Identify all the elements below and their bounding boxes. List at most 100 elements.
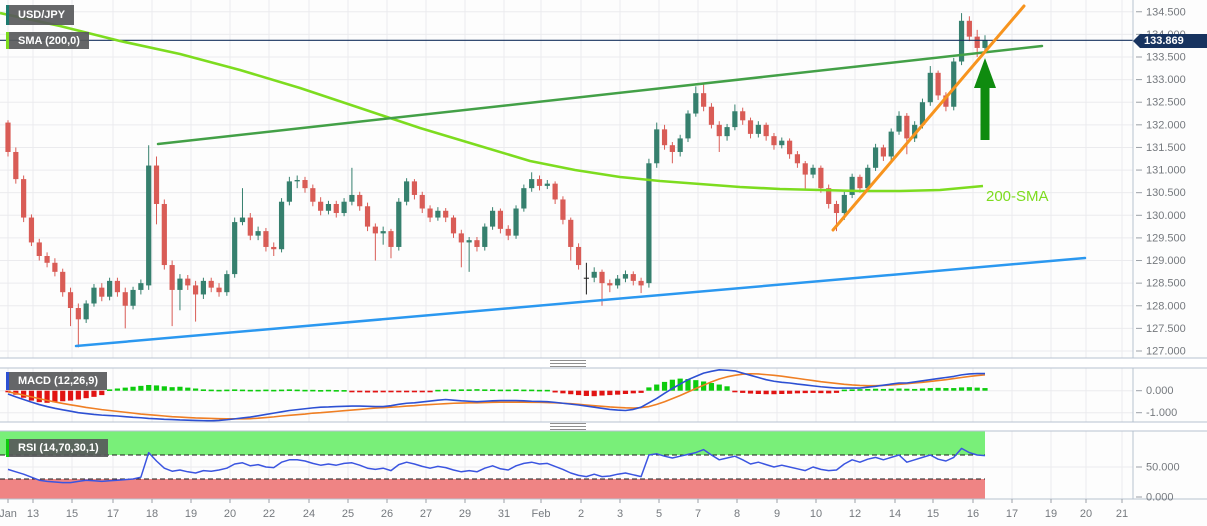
sma-badge-label: SMA (200,0): [9, 32, 89, 49]
macd-histogram-bar: [661, 381, 668, 391]
time-axis-label: 8: [734, 508, 740, 520]
candle-body: [810, 167, 816, 175]
macd-histogram-bar: [872, 388, 879, 391]
candle-body: [669, 145, 675, 152]
macd-histogram-bar: [450, 389, 457, 392]
time-axis-label: 5: [656, 508, 662, 520]
macd-histogram-bar: [411, 390, 418, 393]
macd-histogram-bar: [935, 387, 941, 391]
macd-histogram-bar: [982, 388, 988, 391]
macd-line: [7, 368, 985, 422]
macd-histogram-bar: [552, 390, 558, 393]
macd-histogram-bar: [28, 390, 35, 401]
panel-divider-handle[interactable]: [550, 360, 586, 369]
macd-histogram-bar: [521, 389, 527, 392]
candle-body: [607, 283, 613, 286]
macd-histogram-bar: [232, 389, 238, 391]
macd-histogram-bar: [208, 389, 214, 392]
time-axis-label: 7: [695, 508, 701, 520]
macd-indicator-badge: MACD (12,26,9): [6, 372, 108, 390]
macd-histogram-bar: [615, 390, 621, 395]
candle-body: [771, 136, 777, 146]
svg-text:130.500: 130.500: [1146, 187, 1186, 199]
candle-body: [286, 181, 292, 202]
time-axis-label: 19: [1045, 508, 1057, 520]
svg-text:133.000: 133.000: [1146, 74, 1186, 86]
candle-body: [552, 183, 558, 200]
candle-body: [13, 151, 19, 180]
time-axis-label: 10: [810, 508, 822, 520]
svg-text:50.000: 50.000: [1146, 462, 1180, 474]
price-axis[interactable]: 134.500134.000133.500133.000132.500132.0…: [1136, 6, 1186, 504]
candle-body: [912, 124, 918, 139]
panel-divider-handle[interactable]: [550, 423, 586, 432]
candle-body: [802, 163, 808, 175]
time-axis-label: 12: [849, 508, 861, 520]
macd-histogram-bar: [161, 386, 167, 391]
candle-body: [60, 271, 66, 293]
candle-body: [185, 278, 191, 286]
candle-body: [325, 203, 332, 211]
rsi-badge-accent: [6, 439, 9, 457]
candle-body: [732, 111, 738, 128]
macd-histogram-bar: [818, 390, 824, 394]
macd-histogram-bar: [591, 390, 597, 397]
candle-body: [536, 179, 543, 186]
svg-text:130.000: 130.000: [1146, 210, 1186, 222]
macd-badge-label: MACD (12,26,9): [9, 372, 108, 390]
candle-body: [114, 280, 121, 293]
candle-body: [591, 271, 597, 278]
macd-histogram-bar: [44, 390, 50, 403]
candle-body: [857, 176, 863, 189]
macd-badge-accent: [6, 372, 9, 390]
candle-body: [130, 289, 136, 306]
candle-body: [443, 210, 449, 218]
candle-body: [708, 106, 715, 125]
macd-histogram-bar: [153, 385, 160, 391]
macd-histogram-bar: [669, 379, 675, 391]
candle-body: [247, 217, 253, 236]
macd-histogram-bar: [278, 389, 285, 392]
svg-text:131.000: 131.000: [1146, 165, 1186, 177]
candle-body: [122, 292, 128, 306]
candle-body: [974, 36, 980, 48]
time-axis-label: 24: [303, 508, 315, 520]
macd-histogram-bar: [771, 390, 777, 395]
time-axis-label: 13: [27, 508, 39, 520]
candle-body: [951, 61, 957, 107]
candle-body: [654, 129, 660, 164]
candle-body: [755, 124, 761, 134]
time-axis-label: 20: [224, 508, 236, 520]
candle-body: [404, 181, 410, 202]
candle-body: [818, 167, 824, 189]
candle-body: [224, 274, 230, 293]
sma-badge-accent: [6, 32, 9, 49]
macd-histogram-bar: [364, 390, 371, 393]
sma200-line: [0, 11, 984, 193]
candle-body: [560, 199, 566, 220]
candle-body: [482, 226, 488, 247]
candle-body: [622, 274, 629, 279]
candle-body: [544, 183, 550, 186]
symbol-badge: USD/JPY: [6, 5, 75, 25]
time-axis-label: 25: [342, 508, 354, 520]
candle-body: [747, 120, 754, 134]
time-axis[interactable]: Jan 13 15 17 18 19 20 22 24 25 26 27 29 31 Feb 2 3 5 7 8 9 10…: [0, 499, 1128, 520]
macd-histogram-bar: [912, 388, 918, 391]
up-arrow-annotation: [974, 58, 996, 140]
macd-histogram-bar: [380, 390, 386, 393]
macd-histogram-bar: [91, 390, 97, 397]
time-axis-label: 3: [617, 508, 623, 520]
candle-body: [513, 208, 519, 236]
candle-body: [833, 203, 840, 214]
candle-body: [364, 206, 371, 227]
candle-body: [661, 129, 668, 146]
candle-body: [255, 231, 261, 236]
macd-histogram-bar: [341, 390, 347, 392]
svg-text:134.500: 134.500: [1146, 6, 1186, 18]
macd-signal: [7, 372, 986, 420]
candle-body: [927, 72, 933, 103]
svg-text:132.000: 132.000: [1146, 119, 1186, 131]
macd-histogram-bar: [271, 389, 277, 392]
